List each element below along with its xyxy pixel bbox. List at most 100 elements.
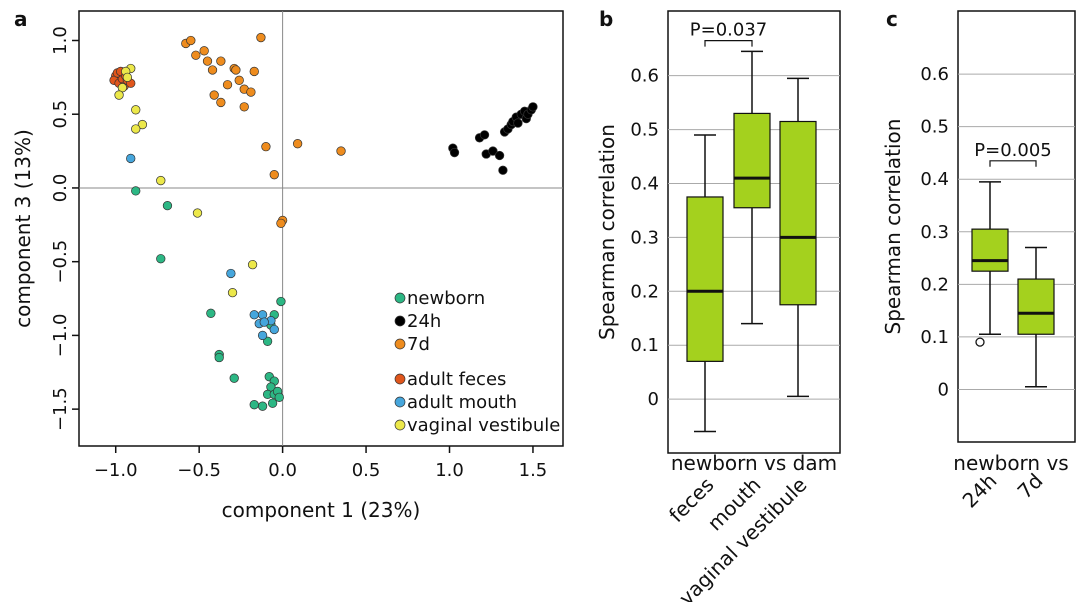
data-point — [256, 32, 266, 43]
box-7d — [1017, 246, 1055, 388]
data-point — [207, 65, 218, 75]
data-point — [191, 50, 201, 60]
y-axis-title: Spearman correlation — [881, 119, 905, 335]
data-point — [267, 398, 278, 408]
legend-label: adult feces — [407, 369, 506, 390]
data-point — [292, 139, 303, 149]
data-point — [257, 401, 268, 411]
series-newborn — [131, 186, 286, 411]
x-category-label: 24h — [958, 469, 1002, 513]
series-vaginal-vestibule — [114, 63, 258, 298]
box-iqr — [779, 120, 817, 306]
data-point — [269, 324, 279, 335]
data-point — [234, 75, 244, 85]
data-point — [498, 165, 508, 175]
data-point — [156, 175, 166, 186]
data-point — [246, 87, 256, 97]
data-point — [227, 287, 238, 298]
plot-frame — [957, 10, 1076, 443]
y-tick-label: −0.5 — [50, 240, 71, 284]
panel-a: a −1.0 −0.5 0.0 0.5 1.0 1.5 1.0 0.5 0.0 −0.5 −1.0 −… — [11, 7, 564, 522]
y-tick-label: 0.5 — [50, 100, 71, 129]
y-tick-label: 0.0 — [50, 174, 71, 203]
x-group-label: newborn vs dam — [671, 451, 837, 475]
box-24h — [971, 181, 1009, 347]
y-tick-label: 0 — [938, 379, 949, 400]
data-point — [192, 208, 203, 218]
data-point — [276, 296, 286, 307]
legend-marker — [394, 338, 406, 350]
y-tick-label: 0.4 — [630, 173, 659, 194]
data-point — [249, 310, 259, 320]
data-point — [126, 153, 136, 164]
data-point — [156, 254, 166, 264]
y-tick-label: 1.0 — [50, 26, 71, 55]
panel-letter-b: b — [599, 7, 613, 31]
y-tick-label: 0 — [648, 389, 659, 410]
x-tick-label: 1.5 — [519, 460, 548, 481]
panel-c: c 0 0.1 0.2 0.3 0.4 0.5 0.6 Spearman correlatio… — [881, 7, 1076, 513]
legend-marker — [394, 315, 406, 327]
legend-marker — [394, 396, 406, 408]
legend-label: 24h — [407, 311, 441, 332]
data-point — [247, 259, 258, 270]
data-point — [114, 90, 124, 100]
y-tick-label: 0.6 — [920, 64, 949, 85]
legend-marker — [394, 419, 406, 431]
plot-frame — [667, 10, 841, 454]
data-point — [513, 118, 523, 128]
data-point — [131, 124, 141, 134]
panel-letter-c: c — [886, 7, 898, 31]
data-point — [262, 336, 273, 346]
legend-label: adult mouth — [407, 392, 517, 413]
box-mouth — [733, 50, 771, 325]
data-point — [488, 146, 498, 156]
data-point — [199, 46, 209, 56]
data-point — [137, 119, 148, 130]
data-point — [222, 80, 233, 90]
legend-label: newborn — [407, 288, 485, 309]
box-iqr — [971, 228, 1009, 272]
y-tick-label: 0.5 — [920, 117, 949, 138]
series-24h — [448, 102, 538, 175]
plot-frame — [78, 10, 564, 447]
box-vaginal-vestibule — [779, 77, 817, 398]
data-point — [259, 317, 269, 327]
panel-letter-a: a — [14, 7, 28, 31]
data-point — [479, 130, 490, 140]
data-point — [231, 65, 241, 75]
p-value-label: P=0.005 — [974, 140, 1051, 161]
x-group-label: newborn vs — [953, 451, 1068, 475]
data-point — [202, 56, 213, 66]
significance-bracket — [704, 40, 753, 47]
x-tick-label: −1.0 — [94, 460, 138, 481]
data-point — [528, 102, 538, 112]
data-point — [261, 142, 271, 152]
data-point — [449, 147, 460, 158]
data-point — [249, 400, 259, 410]
y-axis-title: component 3 (13%) — [11, 129, 35, 328]
legend-label: vaginal vestibule — [407, 415, 560, 436]
data-point — [131, 105, 141, 115]
legend-marker — [394, 292, 406, 304]
box-iqr — [686, 196, 724, 362]
y-tick-label: 0.1 — [920, 327, 949, 348]
y-tick-label: 0.3 — [920, 222, 949, 243]
data-point — [214, 352, 224, 363]
y-axis-title: Spearman correlation — [595, 124, 619, 340]
data-point — [276, 218, 286, 228]
data-point — [122, 72, 133, 83]
y-tick-label: 0.1 — [630, 335, 659, 356]
data-point — [239, 102, 249, 112]
data-point — [216, 56, 226, 66]
series-7d — [181, 32, 346, 228]
data-point — [494, 150, 505, 161]
legend-label: 7d — [407, 334, 430, 355]
data-point — [336, 146, 346, 156]
significance-bracket — [989, 160, 1037, 167]
data-point — [249, 66, 259, 77]
data-point — [216, 97, 226, 108]
data-point — [209, 90, 219, 100]
